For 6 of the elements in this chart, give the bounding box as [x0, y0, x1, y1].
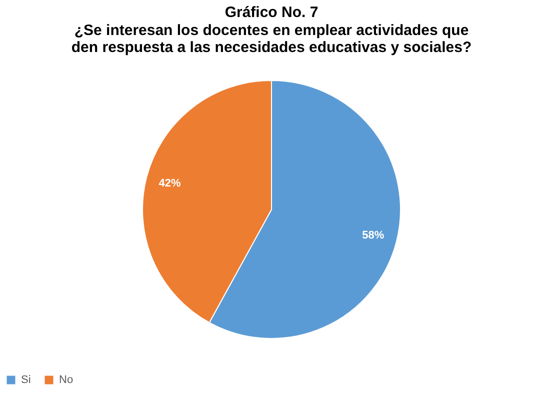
chart-title: Gráfico No. 7	[224, 4, 318, 21]
data-label: 42%	[158, 177, 182, 190]
legend-label: No	[59, 374, 74, 386]
chart-subtitle: ¿Se interesan los docentes en emplear actividades que den respuesta a las necesidades educativas y sociales?	[71, 22, 472, 56]
data-label: 58%	[362, 230, 384, 242]
legend-label: Si	[21, 374, 31, 386]
